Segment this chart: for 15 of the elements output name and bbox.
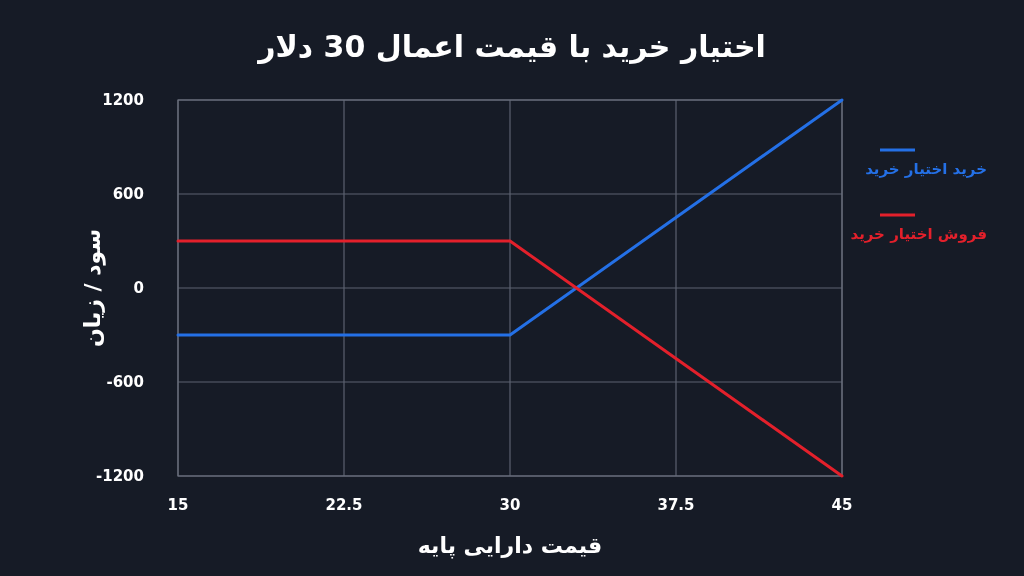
x-tick-label: 15 [167,496,189,514]
x-tick-label: 45 [831,496,853,514]
y-tick-label: -1200 [96,467,144,485]
x-tick-label: 37.5 [657,496,695,514]
x-tick-label: 30 [499,496,521,514]
y-tick-label: 1200 [102,91,144,109]
y-tick-label: 600 [112,185,144,203]
y-tick-label: -600 [106,373,144,391]
y-axis-title: سود / زیان [80,228,106,348]
legend-label: خرید اختیار خرید [865,160,987,178]
x-tick-label: 22.5 [325,496,363,514]
chart-title: اختیار خرید با قیمت اعمال 30 دلار [256,29,766,64]
x-axis-title: قیمت دارایی پایه [417,533,603,559]
y-tick-label: 0 [133,279,144,297]
legend-label: فروش اختیار خرید [850,225,987,243]
